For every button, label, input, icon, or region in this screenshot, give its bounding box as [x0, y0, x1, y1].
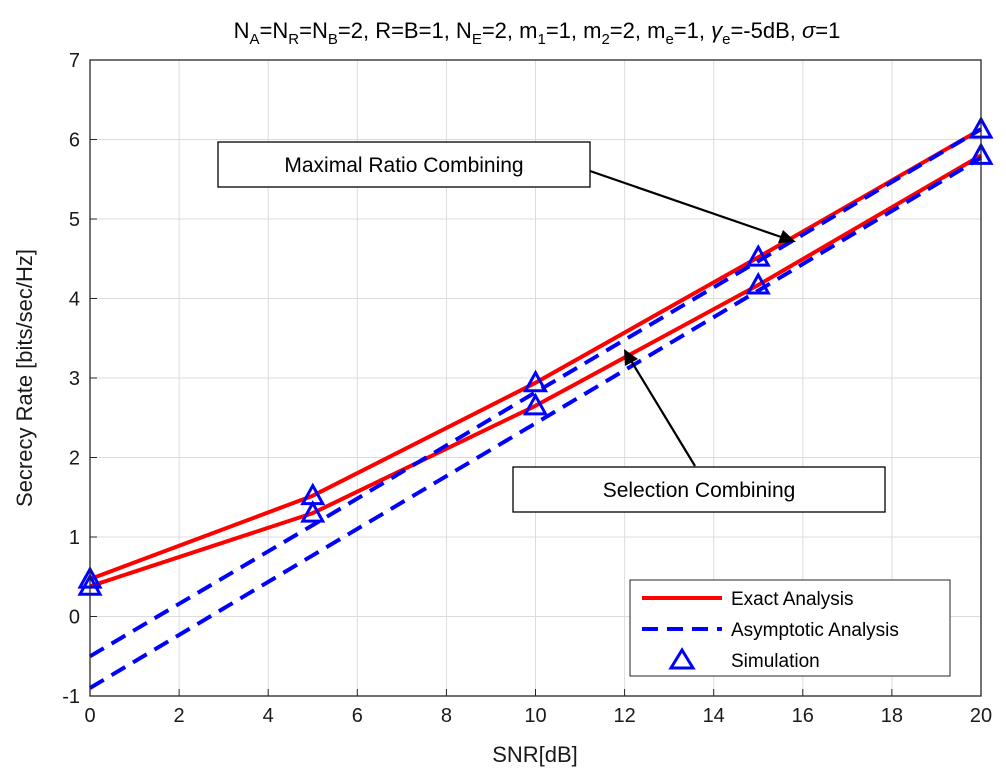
annotations: Maximal Ratio Combining Selection Combin…: [217, 141, 886, 513]
y-axis-label: Secrecy Rate [bits/sec/Hz]: [12, 249, 37, 507]
y-tick-label: 1: [69, 527, 80, 549]
x-ticks: 0 2 4 6 8 10 12 14 16 18 20: [84, 689, 992, 727]
legend-asymptotic-label: Asymptotic Analysis: [731, 620, 899, 641]
mrc-annotation-box: [217, 141, 591, 188]
legend-simulation-label: Simulation: [731, 651, 820, 672]
exact-analysis-line-1: [89, 153, 983, 589]
y-ticks: -1 0 1 2 3 4 5 6 7: [62, 50, 97, 708]
simulation-marker: [745, 244, 771, 267]
y-tick-label: 6: [69, 130, 80, 152]
plot-frame: [89, 59, 982, 697]
y-tick-label: 3: [69, 368, 80, 390]
sc-arrow-head: [624, 349, 638, 366]
x-tick-label: 4: [263, 705, 274, 727]
simulation-marker: [745, 271, 771, 295]
x-tick-label: 18: [881, 705, 903, 727]
y-tick-label: 2: [69, 448, 80, 470]
y-tick-label: 0: [69, 607, 80, 629]
sc-arrow-line: [629, 358, 696, 467]
mrc-arrow-head: [778, 230, 796, 243]
x-tick-label: 14: [703, 705, 725, 727]
asymptotic-analysis-line-2: [88, 127, 983, 659]
x-tick-label: 10: [524, 705, 546, 727]
mrc-arrow-line: [589, 169, 785, 240]
mrc-annotation-text: Maximal Ratio Combining: [284, 154, 523, 177]
chart-title: NA=NR=NB=2, R=B=1, NE=2, m1=1, m2=2, me=…: [234, 18, 841, 48]
x-tick-label: 0: [84, 705, 95, 727]
y-tick-label: 4: [69, 289, 80, 311]
x-axis-label: SNR[dB]: [492, 742, 578, 767]
series-lines: [88, 127, 983, 690]
sc-annotation-box: [512, 466, 886, 513]
y-tick-label: -1: [62, 686, 80, 708]
y-tick-label: 7: [69, 50, 80, 72]
exact-analysis-line-0: [89, 127, 982, 581]
sc-annotation-text: Selection Combining: [603, 479, 796, 502]
x-tick-label: 16: [792, 705, 814, 727]
asymptotic-analysis-line-3: [88, 156, 983, 690]
legend-exact-label: Exact Analysis: [731, 589, 854, 610]
x-tick-label: 6: [352, 705, 363, 727]
x-tick-label: 20: [970, 705, 992, 727]
x-tick-label: 2: [174, 705, 185, 727]
legend: Exact Analysis Asymptotic Analysis Simul…: [629, 579, 951, 677]
simulation-marker: [522, 369, 549, 393]
x-tick-label: 12: [613, 705, 635, 727]
y-tick-label: 5: [69, 209, 80, 231]
x-tick-label: 8: [441, 705, 452, 727]
legend-simulation-swatch: [668, 647, 696, 670]
simulation-marker: [522, 392, 549, 416]
simulation-marker: [300, 500, 326, 523]
